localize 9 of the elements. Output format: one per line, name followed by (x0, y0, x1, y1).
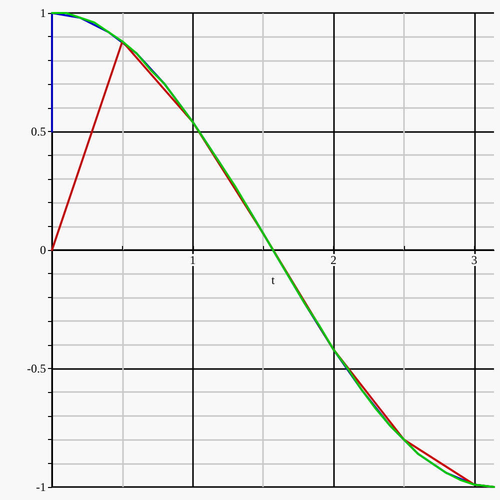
y-tick-label: 0.5 (31, 124, 46, 138)
y-tick-label: 0 (40, 243, 46, 257)
x-axis-title: t (271, 273, 276, 287)
y-tick-label: 1 (40, 6, 46, 20)
y-tick-label: -1 (36, 480, 46, 494)
y-tick-label: -0.5 (27, 362, 46, 376)
x-tick-label: 3 (471, 253, 478, 267)
x-tick-label: 1 (190, 253, 196, 267)
x-tick-label: 2 (330, 253, 337, 267)
